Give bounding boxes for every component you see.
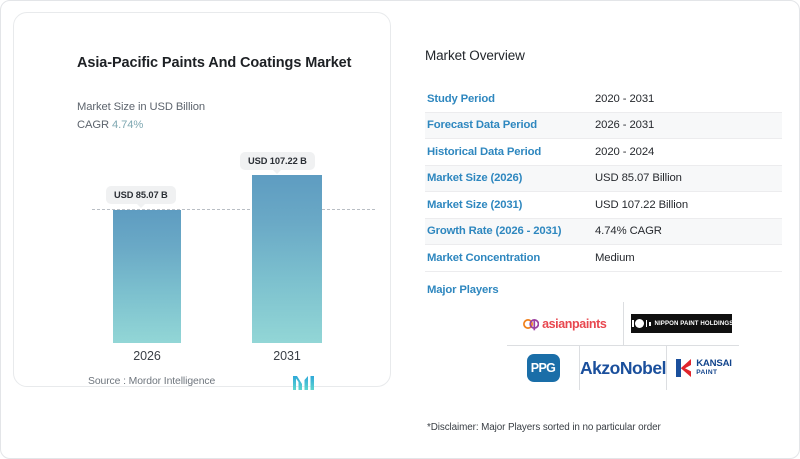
row-label: Market Size (2026)	[427, 172, 523, 185]
table-row: Historical Data Period 2020 - 2024	[425, 139, 782, 166]
data-label-2031: USD 107.22 B	[240, 152, 315, 174]
row-label: Market Size (2031)	[427, 198, 523, 211]
nippon-wordmark: NIPPON PAINT HOLDINGS	[654, 320, 734, 327]
row-label: Study Period	[427, 92, 495, 105]
row-label: Market Concentration	[427, 251, 541, 264]
row-value: 4.74% CAGR	[595, 225, 662, 238]
major-players-label: Major Players	[427, 284, 499, 296]
table-row: Market Size (2026) USD 85.07 Billion	[425, 165, 782, 192]
row-label: Historical Data Period	[427, 145, 542, 158]
row-label: Forecast Data Period	[427, 119, 538, 132]
kansai-line-2: PAINT	[696, 369, 718, 376]
asianpaints-mark-icon	[523, 318, 540, 330]
asianpaints-wordmark: asianpaints	[542, 316, 607, 331]
kansai-line-1: KANSAI	[696, 358, 732, 370]
cagr-line: CAGR 4.74%	[77, 119, 143, 131]
kansai-paint-logo: KANSAI PAINT	[674, 358, 732, 378]
logo-cell-kansai: KANSAI PAINT	[667, 346, 739, 390]
table-row: Market Size (2031) USD 107.22 Billion	[425, 192, 782, 219]
row-value: USD 85.07 Billion	[595, 172, 682, 185]
kansai-wordmark: KANSAI PAINT	[696, 359, 732, 376]
reference-dashed-line	[92, 209, 375, 210]
cagr-label: CAGR	[77, 119, 109, 131]
data-label-2026: USD 85.07 B	[106, 186, 176, 208]
ppg-logo: PPG	[526, 354, 560, 382]
logo-row-bottom: PPG AkzoNobel KANSAI PAINT	[507, 346, 739, 390]
disclaimer-text: *Disclaimer: Major Players sorted in no …	[427, 422, 661, 433]
x-tick-label-2026: 2026	[133, 349, 161, 363]
table-row: Growth Rate (2026 - 2031) 4.74% CAGR	[425, 218, 782, 245]
kansai-k-mark-icon	[676, 359, 692, 377]
row-value: USD 107.22 Billion	[595, 198, 689, 211]
mordor-intelligence-logo-icon	[293, 376, 314, 390]
nippon-paint-holdings-logo: NIPPON PAINT HOLDINGS	[629, 314, 734, 333]
cagr-value: 4.74%	[111, 119, 144, 131]
row-value: Medium	[595, 251, 635, 264]
bar-2031	[252, 175, 322, 343]
logo-cell-asianpaints: asianpaints	[507, 302, 624, 346]
major-players-logo-grid: asianpaints NIPPON PAINT HOLDINGS	[507, 302, 739, 390]
nippon-mark-icon	[629, 319, 651, 328]
table-row: Market Concentration Medium	[425, 245, 782, 272]
bar-2026	[113, 210, 181, 343]
overview-heading: Market Overview	[425, 48, 525, 63]
row-value: 2020 - 2031	[595, 92, 655, 105]
logo-cell-ppg: PPG	[507, 346, 581, 390]
row-value: 2026 - 2031	[595, 119, 655, 132]
logo-row-top: asianpaints NIPPON PAINT HOLDINGS	[507, 302, 739, 346]
source-label: Source : Mordor Intelligence	[88, 376, 216, 387]
row-label: Growth Rate (2026 - 2031)	[427, 225, 562, 238]
x-tick-label-2031: 2031	[273, 349, 301, 363]
logo-cell-nippon: NIPPON PAINT HOLDINGS	[623, 302, 739, 346]
table-row: Study Period 2020 - 2031	[425, 86, 782, 113]
market-overview-panel: Market Overview Study Period 2020 - 2031…	[425, 1, 785, 458]
table-row: Forecast Data Period 2026 - 2031	[425, 112, 782, 139]
row-value: 2020 - 2024	[595, 145, 655, 158]
asianpaints-logo: asianpaints	[523, 316, 607, 331]
bar-chart-plot: USD 85.07 B USD 107.22 B 2026 2031	[77, 152, 375, 363]
logo-cell-akzonobel: AkzoNobel	[580, 346, 667, 390]
overview-table: Study Period 2020 - 2031 Forecast Data P…	[425, 86, 782, 272]
chart-subtitle: Market Size in USD Billion	[77, 101, 205, 113]
chart-card: Asia-Pacific Paints And Coatings Market …	[13, 12, 391, 390]
akzonobel-logo: AkzoNobel	[580, 357, 666, 378]
chart-title: Asia-Pacific Paints And Coatings Market	[77, 55, 352, 71]
